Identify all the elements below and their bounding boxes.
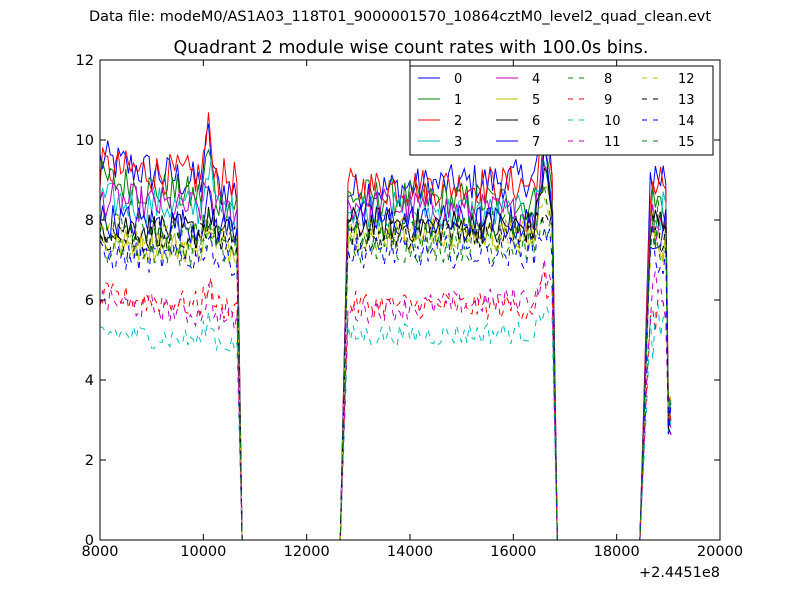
y-tick-label: 8 <box>85 213 94 229</box>
legend-label: 14 <box>678 114 695 129</box>
x-offset-label: +2.4451e8 <box>639 565 720 581</box>
legend-label: 2 <box>454 114 462 129</box>
x-axis: 8000 10000 12000 14000 16000 18000 20000 <box>82 60 743 560</box>
legend-label: 9 <box>604 93 612 108</box>
series-line-4 <box>100 155 672 540</box>
legend-label: 10 <box>604 114 621 129</box>
y-tick-label: 4 <box>85 373 94 389</box>
legend-label: 13 <box>678 93 695 108</box>
legend-label: 8 <box>604 72 612 87</box>
x-tick-label: 10000 <box>180 544 226 560</box>
legend-label: 6 <box>532 114 540 129</box>
chart-title: Quadrant 2 module wise count rates with … <box>174 38 649 58</box>
legend-label: 15 <box>678 135 695 150</box>
y-tick-label: 0 <box>85 533 94 549</box>
legend-label: 0 <box>454 72 462 87</box>
y-tick-label: 2 <box>85 453 94 469</box>
series-layer <box>100 106 672 540</box>
legend-label: 12 <box>678 72 695 87</box>
data-file-title: Data file: modeM0/AS1A03_118T01_90000015… <box>88 9 712 25</box>
series-line-15 <box>100 184 671 540</box>
x-tick-label: 14000 <box>387 544 433 560</box>
legend-label: 5 <box>532 93 540 108</box>
series-line-12 <box>100 197 672 540</box>
x-tick-label: 20000 <box>697 544 743 560</box>
series-line-0 <box>100 106 672 540</box>
y-tick-label: 12 <box>76 53 94 69</box>
y-tick-label: 6 <box>85 293 94 309</box>
legend-frame <box>409 65 714 156</box>
series-line-8 <box>100 213 672 540</box>
series-line-5 <box>100 181 672 540</box>
x-tick-label: 16000 <box>490 544 536 560</box>
series-line-11 <box>100 258 672 540</box>
series-line-10 <box>100 304 672 540</box>
x-tick-label: 18000 <box>594 544 640 560</box>
legend-label: 11 <box>604 135 621 150</box>
series-line-3 <box>100 159 672 540</box>
series-line-9 <box>100 272 672 540</box>
x-tick-label: 8000 <box>82 544 119 560</box>
legend-label: 3 <box>454 135 462 150</box>
legend-label: 4 <box>532 72 540 87</box>
legend-label: 1 <box>454 93 462 108</box>
series-line-2 <box>100 109 672 540</box>
series-line-14 <box>100 227 672 540</box>
y-tick-label: 10 <box>76 133 94 149</box>
legend-label: 7 <box>532 135 540 150</box>
series-line-6 <box>100 167 672 540</box>
x-tick-label: 12000 <box>284 544 330 560</box>
